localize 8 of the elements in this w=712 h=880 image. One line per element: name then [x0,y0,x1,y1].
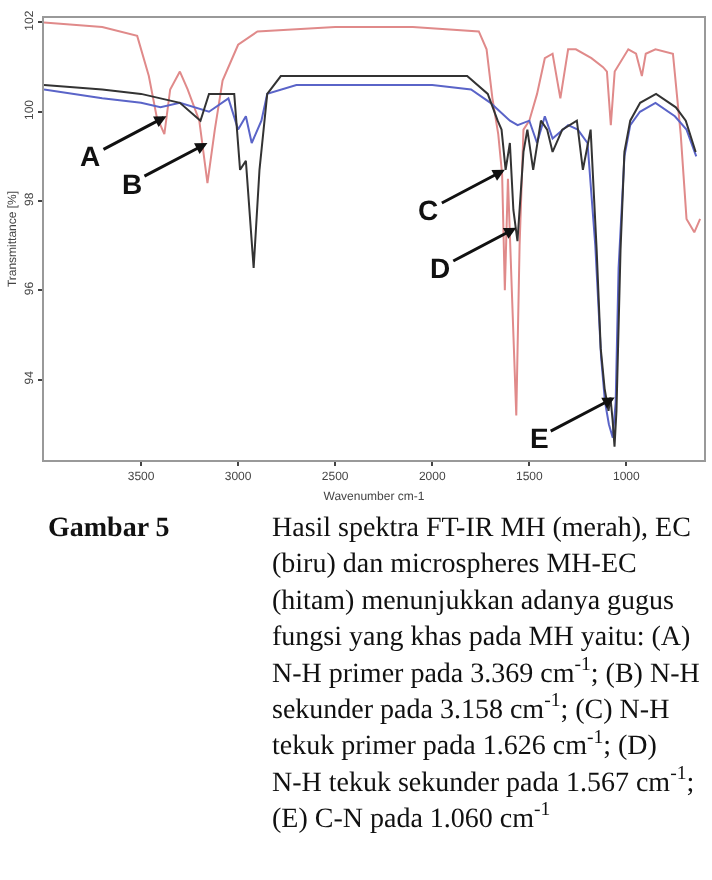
line-series [44,21,702,417]
annotation: E [530,422,549,454]
text: Hasil spektra FT-IR MH (merah), EC (biru) dan microspheres MH-EC (hitam) menunjukkan adanya gugus fungsi yang khas pada MH yaitu: (A) N-H primer pada 3.369 cm$^{-1}$; (B) N-H sekunder pada 3.158 cm$^{-1}$; (C) N-H tekuk primer pada 1.626 cm$^{-1}$; (D) N-H tekuk sekunder pada 1.567 cm$^{-1}$; (E) C-N pada 1.060 cm$^{-1}$ [272,514,700,836]
annotation: C [418,194,439,226]
annotation: B [122,168,143,200]
annotation: D [430,252,451,284]
annotation: A [80,140,101,172]
text: Gambar 5 [48,514,170,544]
